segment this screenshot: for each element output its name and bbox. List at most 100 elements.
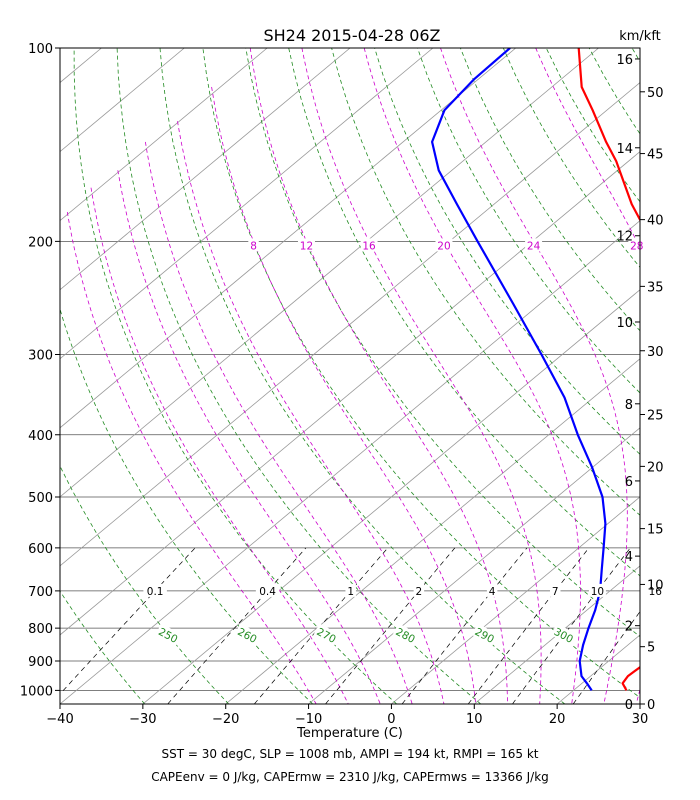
kft-tick-label: 20 xyxy=(647,460,664,475)
dry-adiabat-label-bg xyxy=(392,623,420,646)
moist-adiabat-line xyxy=(211,86,477,704)
height-axis-label: km/kft xyxy=(619,29,661,44)
mixing-ratio-line xyxy=(167,547,307,704)
dry-adiabat-label-bg xyxy=(471,623,499,646)
dry-adiabat-line xyxy=(116,48,482,704)
mixing-ratio-label: 2 xyxy=(416,586,423,598)
moist-adiabat-label-group: 16 xyxy=(360,238,378,252)
km-tick-label: 8 xyxy=(625,398,633,413)
moist-adiabat-line xyxy=(66,211,317,704)
temperature-tick-label: 30 xyxy=(632,712,649,727)
mixing-ratio-label-group: 7 xyxy=(550,583,561,598)
isotherm-line xyxy=(60,48,268,222)
km-tick-label: 14 xyxy=(616,142,633,157)
dry-adiabat-line xyxy=(73,48,397,704)
moist-adiabat-label-group: 8 xyxy=(248,238,259,252)
mixing-ratio-label-group: 10 xyxy=(588,583,606,598)
mixing-ratio-label: 7 xyxy=(552,586,559,598)
dry-adiabat-line xyxy=(588,48,640,135)
mixing-ratio-line xyxy=(572,611,640,704)
moist-adiabat-line xyxy=(90,187,349,704)
mixing-ratio-line xyxy=(60,547,196,695)
dry-adiabat-line xyxy=(60,590,146,704)
isotherm-line xyxy=(60,48,434,360)
isotherm-line xyxy=(639,703,640,704)
temperature-tick-label: 0 xyxy=(387,712,395,727)
dry-adiabat-line xyxy=(374,48,640,455)
dry-adiabat-line xyxy=(417,48,640,394)
moist-adiabat-line xyxy=(249,48,509,704)
dry-adiabat-label-bg xyxy=(550,623,578,646)
mixing-ratio-label: 10 xyxy=(591,586,604,598)
temperature-tick-label: −30 xyxy=(129,712,156,727)
mixing-ratio-line xyxy=(401,547,528,704)
moist-adiabat-line xyxy=(363,48,581,704)
isotherm-line xyxy=(60,48,102,84)
moist-adiabat-label-bg xyxy=(360,238,378,252)
mixing-ratio-label: 1 xyxy=(347,586,354,598)
km-tick-label: 0 xyxy=(625,698,633,713)
dry-adiabat-label-bg xyxy=(313,623,341,646)
isotherm-line xyxy=(225,358,640,704)
mixing-ratio-label-group: 2 xyxy=(413,583,425,598)
dry-adiabat-label-group: 290 xyxy=(471,623,499,646)
dry-adiabat-line xyxy=(202,48,640,699)
pressure-tick-label: 200 xyxy=(28,235,53,250)
mixing-ratio-label: 0.4 xyxy=(259,586,276,598)
moist-adiabat-label-bg xyxy=(297,238,315,252)
plot-frame xyxy=(59,47,641,705)
dry-adiabat-line xyxy=(159,48,566,704)
annotation-line-2: CAPEenv = 0 J/kg, CAPErmw = 2310 J/kg, C… xyxy=(151,770,549,784)
dewpoint-profile-line xyxy=(431,48,607,692)
mixing-ratio-label-bg xyxy=(255,583,280,597)
moist-adiabat-label: 8 xyxy=(250,240,257,252)
kft-tick-label: 10 xyxy=(647,578,664,593)
kft-tick-label: 5 xyxy=(647,641,655,656)
km-tick-label: 16 xyxy=(616,53,633,68)
mixing-ratio-label-group: 0.4 xyxy=(255,583,280,598)
mixing-ratio-label-bg xyxy=(143,583,167,597)
mixing-ratio-label-bg xyxy=(646,583,664,597)
mixing-ratio-line xyxy=(325,547,456,704)
dry-adiabat-line xyxy=(245,48,640,638)
dry-adiabat-line xyxy=(60,307,313,704)
dry-adiabat-label-bg xyxy=(155,623,183,646)
kft-tick-label: 45 xyxy=(647,148,664,163)
plot-area xyxy=(60,48,640,704)
moist-adiabat-line xyxy=(301,48,542,704)
mixing-ratio-label-bg xyxy=(550,583,561,597)
mixing-ratio-label-bg xyxy=(345,583,356,597)
dry-adiabat-label-group: 280 xyxy=(392,623,420,646)
dry-adiabat-line xyxy=(60,702,62,704)
temperature-profile-line xyxy=(577,48,640,691)
mixing-ratio-label: 16 xyxy=(649,586,663,598)
annotation-line-1: SST = 30 degC, SLP = 1008 mb, AMPI = 194… xyxy=(161,747,538,761)
moist-adiabat-label-group: 24 xyxy=(525,238,543,252)
dry-adiabat-label-group: 260 xyxy=(234,623,262,646)
km-tick-label: 2 xyxy=(625,620,633,635)
chart-title: SH24 2015-04-28 06Z xyxy=(263,26,440,45)
x-axis-label: Temperature (C) xyxy=(296,726,403,741)
isotherm-line xyxy=(308,427,640,704)
kft-tick-label: 15 xyxy=(647,523,664,538)
pressure-tick-label: 900 xyxy=(28,655,53,670)
dry-adiabat-line xyxy=(631,48,640,63)
pressure-tick-label: 400 xyxy=(28,429,53,444)
mixing-ratio-label-bg xyxy=(486,583,498,597)
isotherm-line xyxy=(60,48,517,429)
isotherm-line xyxy=(60,48,351,291)
isotherm-line xyxy=(60,220,640,704)
mixing-ratio-label-group: 0.1 xyxy=(143,583,167,598)
pressure-tick-label: 800 xyxy=(28,622,53,637)
mixing-ratio-line xyxy=(512,547,631,704)
temperature-tick-label: −20 xyxy=(212,712,239,727)
mixing-ratio-label-bg xyxy=(588,583,606,597)
dry-adiabat-label-group: 250 xyxy=(155,623,183,646)
km-tick-label: 4 xyxy=(625,550,633,565)
dry-adiabat-label-group: 300 xyxy=(550,623,578,646)
mixing-ratio-line xyxy=(254,547,389,704)
moist-adiabat-label-bg xyxy=(435,238,453,252)
moist-adiabat-label: 16 xyxy=(362,240,376,252)
pressure-tick-label: 600 xyxy=(28,542,53,557)
